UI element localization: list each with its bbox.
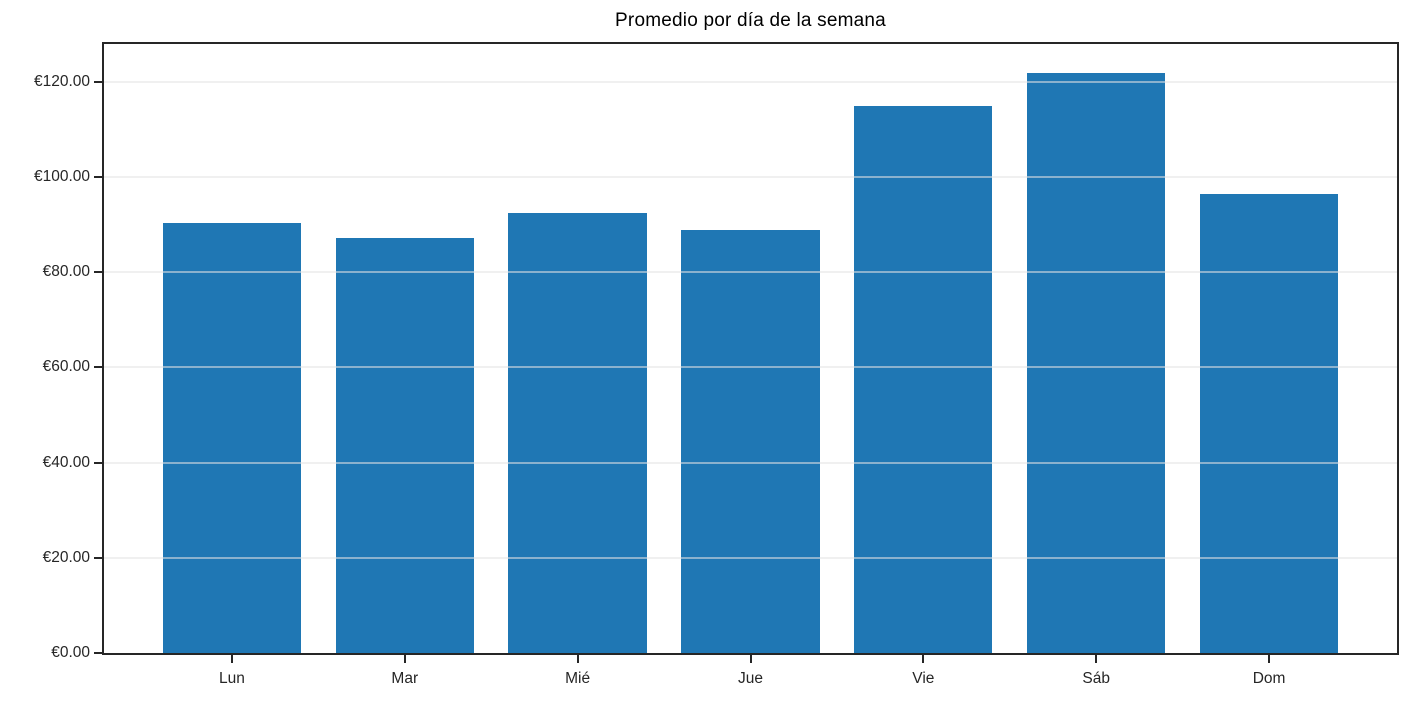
x-tick-label-Sáb: Sáb: [1082, 670, 1111, 687]
bar-Sáb: [1027, 73, 1166, 653]
x-tick-label-Jue: Jue: [738, 670, 763, 687]
y-tick-label: €100.00: [33, 167, 90, 185]
y-tick-label: €20.00: [42, 548, 90, 566]
bar-Mié: [508, 213, 647, 653]
gridline: [104, 80, 1397, 83]
x-tick-label-Mar: Mar: [391, 670, 419, 687]
chart-title: Promedio por día de la semana: [615, 10, 886, 31]
bar-Mar: [335, 237, 474, 653]
y-tick-mark: [94, 652, 102, 654]
x-tick-label-Mié: Mié: [565, 670, 591, 687]
gridline: [104, 461, 1397, 464]
gridline: [104, 556, 1397, 559]
x-tick-mark: [1268, 655, 1271, 663]
x-tick-mark: [576, 655, 579, 663]
y-tick-mark: [94, 556, 102, 559]
bar-Vie: [854, 106, 993, 653]
x-tick-mark: [403, 655, 406, 663]
x-tick-mark: [230, 655, 233, 663]
bar-Dom: [1199, 194, 1339, 653]
y-tick-label: €120.00: [33, 72, 90, 90]
bar-Lun: [162, 223, 302, 653]
bar-Jue: [681, 230, 820, 653]
gridline: [104, 271, 1397, 274]
y-tick-mark: [94, 175, 102, 178]
x-tick-mark: [1095, 655, 1098, 663]
plot-area: [104, 44, 1397, 653]
x-tick-mark: [749, 655, 752, 663]
gridline: [104, 175, 1397, 178]
x-tick-mark: [922, 655, 925, 663]
x-tick-label-Lun: Lun: [218, 670, 245, 687]
gridline: [104, 366, 1397, 369]
x-tick-label-Vie: Vie: [912, 670, 935, 687]
y-tick-label: €80.00: [42, 263, 90, 281]
y-tick-mark: [94, 366, 102, 369]
y-tick-mark: [94, 271, 102, 274]
y-tick-label: €60.00: [42, 358, 90, 376]
x-tick-label-Dom: Dom: [1252, 670, 1286, 687]
y-tick-mark: [94, 80, 102, 83]
y-tick-mark: [94, 461, 102, 464]
y-tick-label: €0.00: [51, 644, 90, 661]
y-tick-label: €40.00: [42, 453, 90, 471]
